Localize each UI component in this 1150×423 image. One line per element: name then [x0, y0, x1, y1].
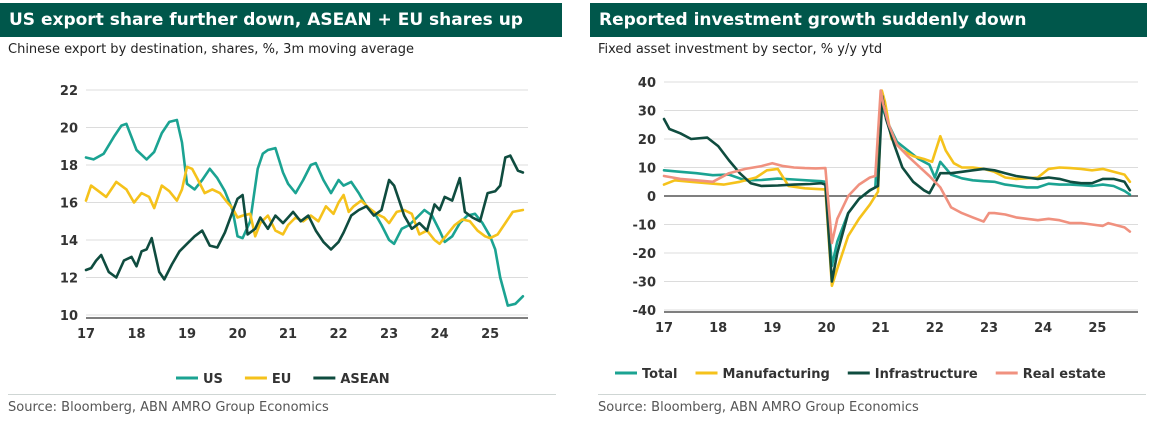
- x-tick-label: 22: [330, 327, 348, 342]
- y-tick-label: -10: [633, 219, 657, 234]
- y-tick-label: -30: [633, 276, 657, 291]
- investment-growth-chart: -40 -30 -20 -10 0 10 20 30 40 17 18 19 20 21 22 23 24 25 T…: [615, 76, 1138, 382]
- y-tick-label: 10: [638, 162, 656, 177]
- y-tick-label: 20: [60, 122, 78, 137]
- x-tick-label: 21: [279, 327, 297, 342]
- x-tick-label: 22: [926, 321, 944, 336]
- legend-label-asean: ASEAN: [340, 372, 389, 387]
- x-tick-label: 20: [817, 321, 835, 336]
- x-tick-label: 19: [763, 321, 781, 336]
- x-tick-label: 24: [1034, 321, 1052, 336]
- series-line-asean: [84, 154, 525, 281]
- source-note: Source: Bloomberg, ABN AMRO Group Econom…: [8, 400, 329, 415]
- y-tick-label: 0: [647, 190, 656, 205]
- legend-label-eu: EU: [272, 372, 291, 387]
- series-line-infrastructure: [662, 95, 1132, 283]
- x-tick-label: 25: [1088, 321, 1106, 336]
- chart-panel-right: Reported investment growth suddenly down…: [590, 0, 1150, 423]
- y-tick-label: -20: [633, 247, 657, 262]
- x-tick-label: 18: [709, 321, 727, 336]
- series-line-real-estate: [662, 89, 1132, 245]
- y-tick-label: 10: [60, 309, 78, 324]
- series-line-total: [662, 95, 1132, 268]
- y-tick-label: 18: [60, 159, 78, 174]
- series-line-us: [84, 118, 525, 307]
- y-tick-label: 30: [638, 105, 656, 120]
- x-tick-label: 17: [655, 321, 673, 336]
- chart-title: US export share further down, ASEAN + EU…: [0, 3, 562, 37]
- y-tick-label: -40: [633, 304, 657, 319]
- x-tick-label: 23: [980, 321, 998, 336]
- legend-label-manufacturing: Manufacturing: [723, 367, 830, 382]
- chart-subtitle: Fixed asset investment by sector, % y/y …: [598, 42, 883, 57]
- legend-label-real-estate: Real estate: [1023, 367, 1106, 382]
- chart-panel-left: US export share further down, ASEAN + EU…: [0, 0, 565, 423]
- y-tick-label: 22: [60, 84, 78, 99]
- series-line-manufacturing: [662, 89, 1132, 288]
- chart-title: Reported investment growth suddenly down: [590, 3, 1147, 37]
- legend-label-infrastructure: Infrastructure: [875, 367, 978, 382]
- divider: [598, 394, 1146, 395]
- y-tick-label: 12: [60, 272, 78, 287]
- x-tick-label: 19: [178, 327, 196, 342]
- legend-label-us: US: [203, 372, 223, 387]
- source-note: Source: Bloomberg, ABN AMRO Group Econom…: [598, 400, 919, 415]
- x-tick-label: 21: [872, 321, 890, 336]
- x-tick-label: 20: [228, 327, 246, 342]
- divider: [8, 394, 556, 395]
- y-tick-label: 20: [638, 133, 656, 148]
- x-tick-label: 18: [127, 327, 145, 342]
- x-tick-label: 25: [481, 327, 499, 342]
- x-tick-label: 24: [431, 327, 449, 342]
- x-tick-label: 17: [77, 327, 95, 342]
- export-share-chart: 10 12 14 16 18 20 22 17 18 19 20 21 22 23 24 25 US EU ASEA…: [60, 84, 528, 387]
- x-tick-label: 23: [380, 327, 398, 342]
- chart-subtitle: Chinese export by destination, shares, %…: [8, 42, 415, 57]
- y-tick-label: 14: [60, 234, 78, 249]
- y-tick-label: 16: [60, 197, 78, 212]
- legend-label-total: Total: [642, 367, 678, 382]
- y-tick-label: 40: [638, 76, 656, 91]
